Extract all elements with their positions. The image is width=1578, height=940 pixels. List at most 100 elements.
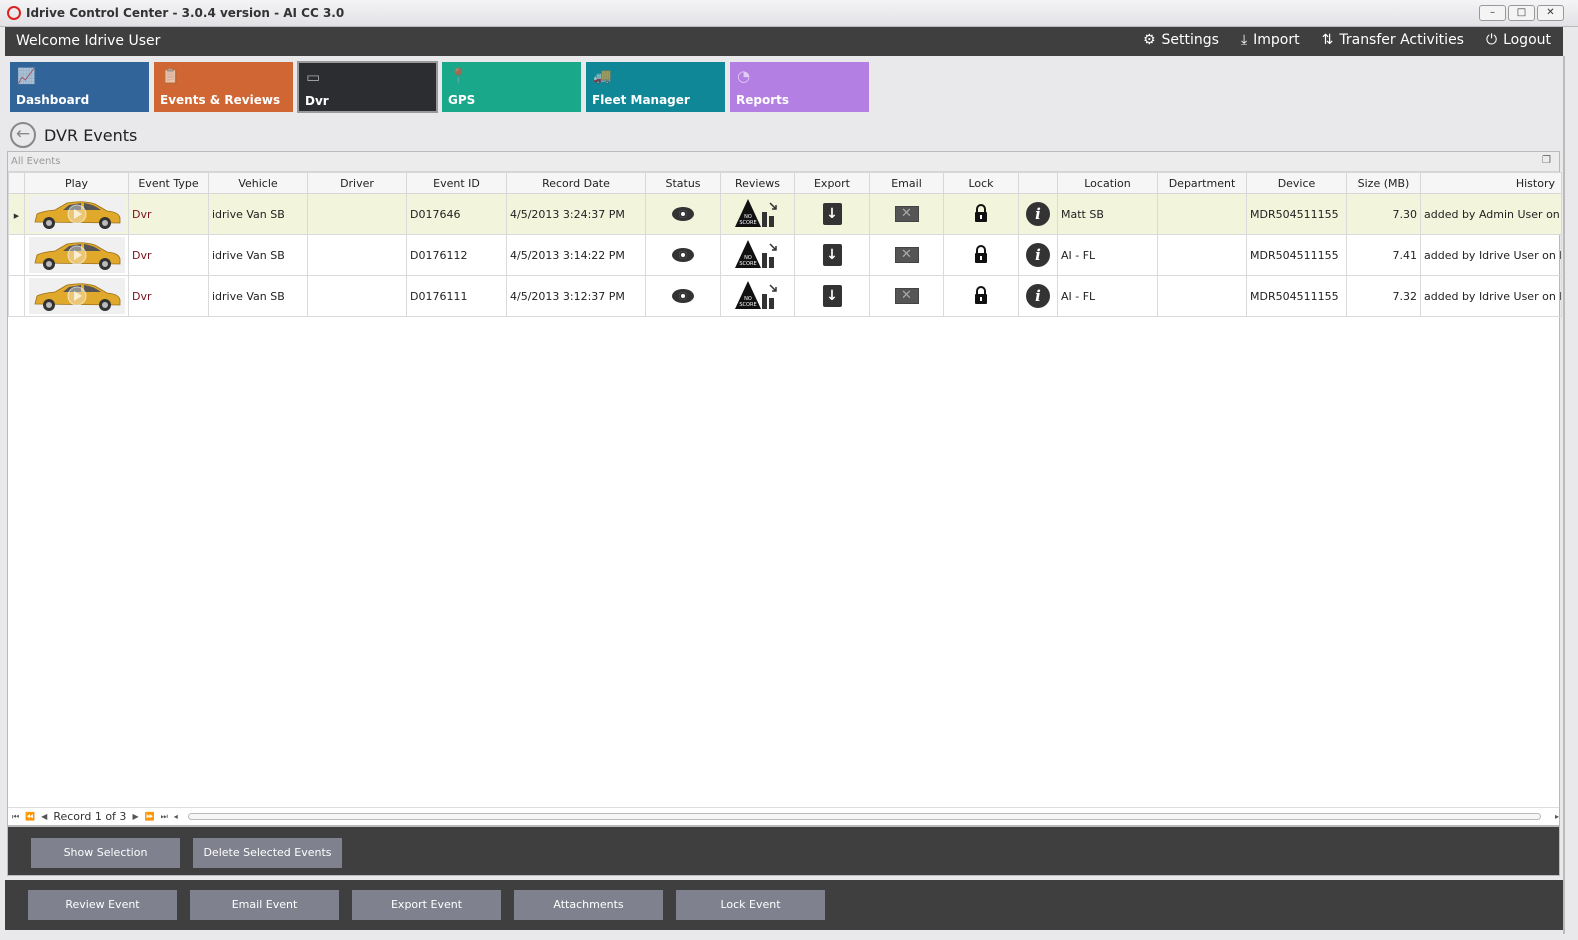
scroll-right-button[interactable]: ▸: [1554, 812, 1559, 821]
export-download-icon[interactable]: ↓: [822, 244, 842, 266]
restore-icon[interactable]: ❐: [1542, 155, 1551, 166]
tile-events-reviews[interactable]: 📋 Events & Reviews: [154, 62, 293, 112]
column-header[interactable]: Department: [1157, 172, 1247, 194]
prev-record-button[interactable]: ◀: [41, 812, 48, 821]
dvr-icon: ▭: [306, 68, 321, 86]
export-download-icon[interactable]: ↓: [822, 203, 842, 225]
review-score-icon[interactable]: NO SCORE: [734, 239, 782, 272]
maximize-button[interactable]: □: [1508, 5, 1535, 21]
eye-icon[interactable]: [672, 289, 694, 303]
department-cell: [1157, 275, 1247, 317]
column-header[interactable]: [1018, 172, 1058, 194]
info-icon[interactable]: i: [1026, 284, 1050, 308]
column-header[interactable]: Email: [869, 172, 944, 194]
tile-fleet-manager[interactable]: 🚚 Fleet Manager: [586, 62, 725, 112]
column-header[interactable]: Location: [1057, 172, 1158, 194]
info-icon[interactable]: i: [1026, 202, 1050, 226]
column-header[interactable]: Size (MB): [1346, 172, 1421, 194]
info-icon[interactable]: i: [1026, 243, 1050, 267]
event-type-cell: Dvr: [128, 234, 209, 276]
play-video-thumbnail[interactable]: [28, 278, 125, 314]
tile-gps[interactable]: 📍 GPS: [442, 62, 581, 112]
delete-selected-events-button[interactable]: Delete Selected Events: [193, 838, 342, 868]
review-score-icon[interactable]: NO SCORE: [734, 198, 782, 231]
column-header[interactable]: Event ID: [406, 172, 507, 194]
size-cell: 7.30: [1346, 193, 1421, 235]
lock-event-button[interactable]: Lock Event: [676, 890, 825, 920]
horizontal-scrollbar[interactable]: [187, 813, 1541, 820]
map-pin-icon: 📍: [449, 67, 468, 85]
table-row[interactable]: ▶ Dvr idrive Van SB D017646 4/5/2013 3:2…: [8, 193, 1562, 235]
history-cell: added by Idrive User on loca: [1420, 275, 1562, 317]
column-header[interactable]: Status: [645, 172, 721, 194]
column-header[interactable]: Reviews: [720, 172, 795, 194]
svg-text:SCORE: SCORE: [739, 302, 756, 308]
column-header[interactable]: Record Date: [506, 172, 646, 194]
play-video-thumbnail[interactable]: [28, 196, 125, 232]
next-page-button[interactable]: ⏩: [144, 812, 155, 821]
show-selection-button[interactable]: Show Selection: [31, 838, 180, 868]
column-header[interactable]: Driver: [307, 172, 407, 194]
tile-label: Fleet Manager: [592, 93, 690, 107]
eye-icon[interactable]: [672, 248, 694, 262]
tile-dashboard[interactable]: 📈 Dashboard: [10, 62, 149, 112]
fleet-icon: 🚚: [593, 67, 612, 85]
welcome-text: Welcome Idrive User: [16, 33, 161, 49]
topmenu-settings[interactable]: ⚙ Settings: [1143, 32, 1219, 48]
minimize-button[interactable]: –: [1479, 5, 1506, 21]
transfer-icon: ⇅: [1321, 32, 1334, 48]
play-cell[interactable]: [24, 275, 129, 317]
topmenu-transfer-activities[interactable]: ⇅ Transfer Activities: [1322, 32, 1464, 48]
tile-reports[interactable]: ◔ Reports: [730, 62, 869, 112]
driver-cell: [307, 193, 407, 235]
table-row[interactable]: Dvr idrive Van SB D0176111 4/5/2013 3:12…: [8, 275, 1562, 317]
tile-label: GPS: [448, 93, 476, 107]
email-envelope-icon[interactable]: ✕: [894, 247, 919, 263]
eye-icon[interactable]: [672, 207, 694, 221]
column-header[interactable]: Device: [1246, 172, 1347, 194]
export-download-icon[interactable]: ↓: [822, 285, 842, 307]
column-header[interactable]: Export: [794, 172, 870, 194]
play-video-thumbnail[interactable]: [28, 237, 125, 273]
next-record-button[interactable]: ▶: [132, 812, 139, 821]
prev-page-button[interactable]: ⏪: [25, 812, 36, 821]
column-header[interactable]: History: [1420, 172, 1562, 194]
column-header[interactable]: Vehicle: [208, 172, 308, 194]
pager: ⏮ ⏪ ◀ Record 1 of 3 ▶ ⏩ ⏭ ◂ ▸: [8, 807, 1559, 825]
lock-icon[interactable]: [973, 244, 989, 267]
review-event-button[interactable]: Review Event: [28, 890, 177, 920]
tile-label: Dashboard: [16, 93, 90, 107]
column-header[interactable]: Event Type: [128, 172, 209, 194]
device-cell: MDR504511155: [1246, 234, 1347, 276]
selection-actions-bar: Show Selection Delete Selected Events: [7, 826, 1560, 876]
events-grid: All Events ❐ Play Event Type Vehicle Driver E…: [7, 151, 1562, 826]
column-header[interactable]: Lock: [943, 172, 1019, 194]
email-envelope-icon[interactable]: ✕: [894, 288, 919, 304]
record-count: Record 1 of 3: [53, 810, 127, 823]
email-event-button[interactable]: Email Event: [190, 890, 339, 920]
event-id-cell: D0176112: [406, 234, 507, 276]
email-envelope-icon[interactable]: ✕: [894, 206, 919, 222]
device-cell: MDR504511155: [1246, 275, 1347, 317]
export-event-button[interactable]: Export Event: [352, 890, 501, 920]
first-page-button[interactable]: ⏮: [12, 811, 20, 821]
column-header[interactable]: [8, 172, 25, 194]
topmenu-import[interactable]: ⤓ Import: [1241, 32, 1300, 48]
close-button[interactable]: ✕: [1537, 5, 1564, 21]
department-cell: [1157, 234, 1247, 276]
lock-icon[interactable]: [973, 285, 989, 308]
attachments-button[interactable]: Attachments: [514, 890, 663, 920]
topmenu-logout[interactable]: ⏻ Logout: [1486, 32, 1551, 48]
table-row[interactable]: Dvr idrive Van SB D0176112 4/5/2013 3:14…: [8, 234, 1562, 276]
review-score-icon[interactable]: NO SCORE: [734, 280, 782, 313]
back-button[interactable]: ←: [10, 122, 36, 148]
scroll-left-button[interactable]: ◂: [173, 812, 178, 821]
tile-dvr[interactable]: ▭ Dvr: [297, 61, 438, 113]
lock-icon[interactable]: [973, 203, 989, 226]
column-header[interactable]: Play: [24, 172, 129, 194]
download-icon: ⤓: [1240, 32, 1248, 48]
play-cell[interactable]: [24, 234, 129, 276]
location-cell: Matt SB: [1057, 193, 1158, 235]
play-cell[interactable]: [24, 193, 129, 235]
last-page-button[interactable]: ⏭: [160, 811, 168, 821]
